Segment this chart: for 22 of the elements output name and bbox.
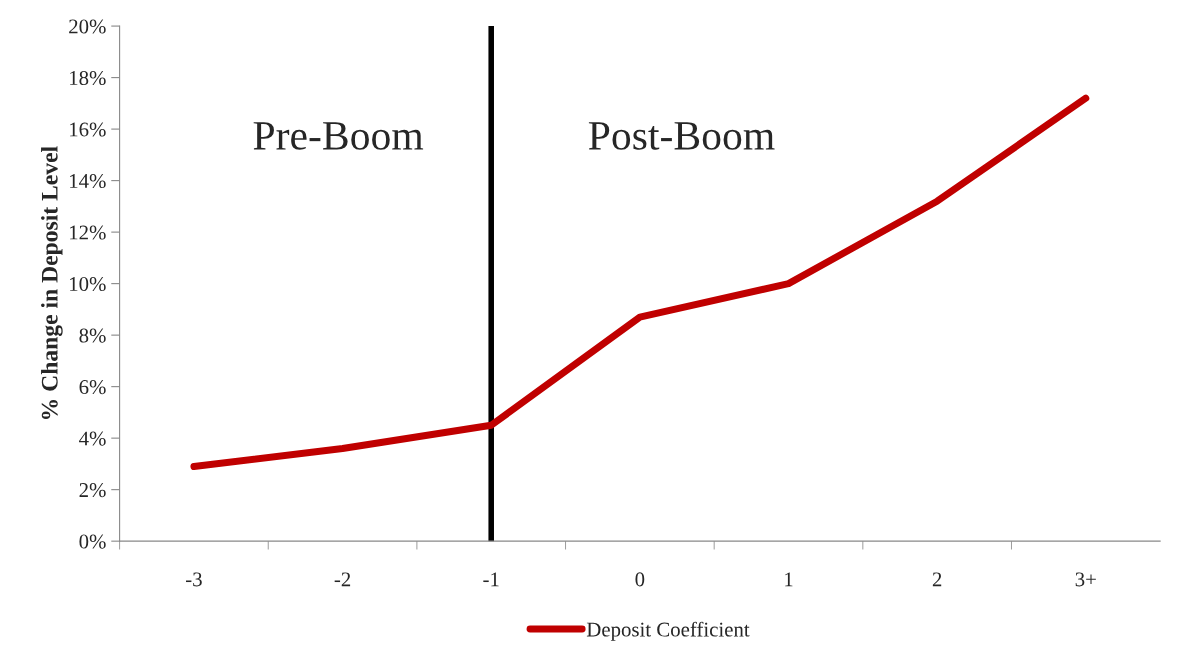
y-tick-label: 2% [79,483,106,498]
y-axis-title: % Change in Deposit Level [41,146,63,419]
y-tick-label: 20% [69,19,106,34]
x-tick-label: 1 [785,572,793,587]
x-tick-label: -3 [186,572,202,587]
y-tick-label: 0% [79,534,106,549]
y-tick-label: 4% [79,431,106,446]
y-tick-label: 12% [70,225,106,240]
annotation: Post-Boom [588,122,775,150]
y-tick-label: 10% [70,276,106,292]
y-tick-label: 6% [79,380,106,395]
annotation: Pre-Boom [253,122,424,150]
x-tick-label: 0 [635,572,645,587]
legend-label: Deposit Coefficient [586,621,750,641]
x-tick-label: 2 [932,572,942,587]
x-tick-label: -1 [483,572,499,587]
x-tick-label: -2 [334,572,351,587]
y-tick-label: 18% [70,70,106,86]
y-tick-label: 8% [79,328,106,343]
x-tick-label: 3+ [1075,572,1096,587]
y-tick-label: 16% [70,122,106,137]
y-tick-label: 14% [70,173,106,189]
